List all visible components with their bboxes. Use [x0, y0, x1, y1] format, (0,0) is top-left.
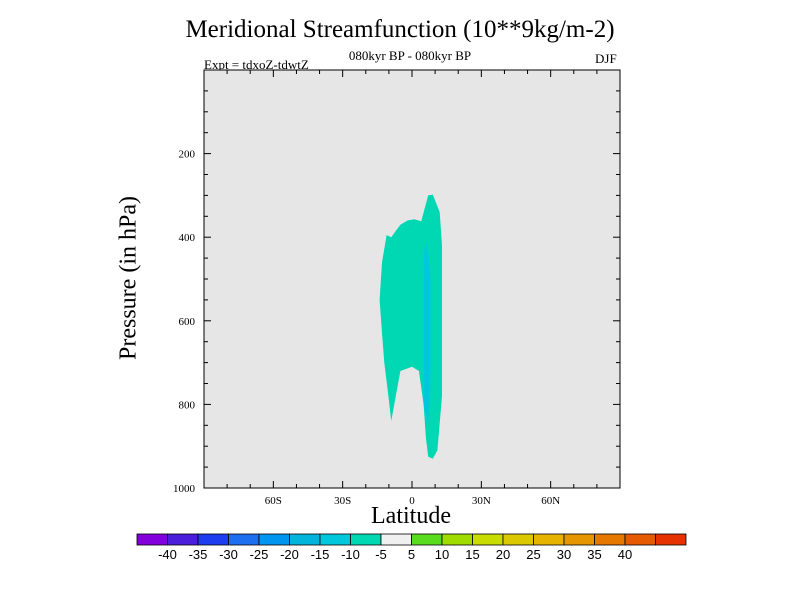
colorbar-label: -10	[341, 547, 360, 562]
colorbar-label: 35	[587, 547, 601, 562]
colorbar-swatch	[563, 533, 595, 546]
x-axis-label: Latitude	[371, 503, 451, 529]
colorbar: -40 -35 -30 -25 -20 -15 -10 -5 5 10 15 20 25 30 35 40	[136, 533, 687, 562]
colorbar-label: -20	[280, 547, 299, 562]
colorbar-label: -25	[250, 547, 269, 562]
colorbar-swatch	[380, 533, 412, 546]
colorbar-label: -35	[189, 547, 208, 562]
colorbar-swatch	[289, 533, 321, 546]
y-tick-label: 800	[179, 399, 196, 411]
colorbar-swatch	[533, 533, 565, 546]
colorbar-label: -15	[311, 547, 330, 562]
x-tick-label: 30S	[334, 495, 351, 507]
chart-subtitle: 080kyr BP - 080kyr BP	[348, 48, 472, 63]
colorbar-swatch	[228, 533, 260, 546]
season-label: DJF	[595, 51, 617, 66]
colorbar-swatch	[258, 533, 290, 546]
chart-title: Meridional Streamfunction (10**9kg/m-2)	[185, 16, 615, 43]
colorbar-label: 15	[465, 547, 479, 562]
colorbar-swatch	[197, 533, 229, 546]
x-tick-label: 60N	[541, 495, 560, 507]
colorbar-label: 30	[557, 547, 571, 562]
x-tick-label: 30N	[472, 495, 491, 507]
colorbar-swatch	[655, 533, 687, 546]
colorbar-label: -5	[375, 547, 387, 562]
colorbar-swatch	[136, 533, 168, 546]
colorbar-swatch	[319, 533, 351, 546]
contour-regions	[379, 194, 442, 459]
experiment-label: Expt = tdxoZ-tdwtZ	[204, 57, 309, 72]
contour-region-1	[423, 241, 431, 426]
colorbar-swatch	[350, 533, 382, 546]
plot-frame	[203, 69, 621, 489]
x-tick-label: 0	[409, 495, 415, 507]
y-tick-label: 600	[179, 316, 196, 328]
colorbar-label: 25	[526, 547, 540, 562]
colorbar-label: 40	[618, 547, 632, 562]
colorbar-swatch	[441, 533, 473, 546]
colorbar-swatch	[502, 533, 534, 546]
colorbar-label: -40	[158, 547, 177, 562]
y-tick-label: 1000	[173, 483, 196, 495]
colorbar-swatch	[594, 533, 626, 546]
colorbar-swatch	[167, 533, 199, 546]
colorbar-label: -30	[219, 547, 238, 562]
colorbar-label: 20	[496, 547, 510, 562]
colorbar-label: 5	[408, 547, 415, 562]
colorbar-swatch	[624, 533, 656, 546]
colorbar-label: 10	[435, 547, 449, 562]
y-tick-label: 400	[179, 232, 196, 244]
axis-ticks: 60S 30S 0 30N 60N 200 400 600 800 1000	[173, 70, 620, 507]
colorbar-swatch	[411, 533, 443, 546]
x-tick-label: 60S	[265, 495, 282, 507]
y-tick-label: 200	[179, 149, 196, 161]
colorbar-swatch	[472, 533, 504, 546]
